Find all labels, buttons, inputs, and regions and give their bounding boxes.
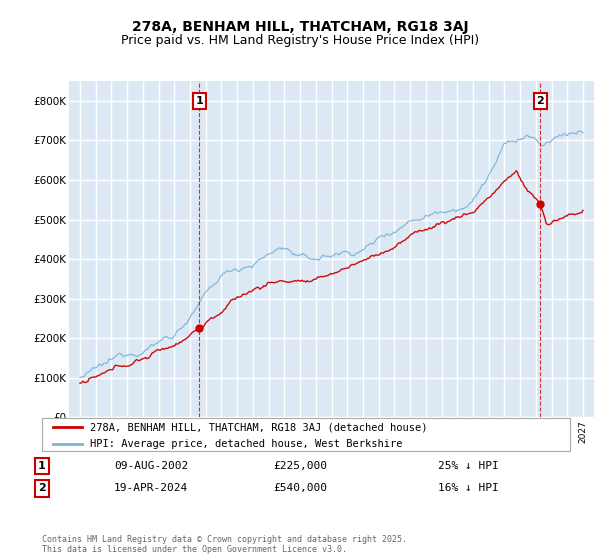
Text: 1: 1 <box>196 96 203 106</box>
Text: 2: 2 <box>38 483 46 493</box>
Text: 278A, BENHAM HILL, THATCHAM, RG18 3AJ (detached house): 278A, BENHAM HILL, THATCHAM, RG18 3AJ (d… <box>89 422 427 432</box>
Text: Contains HM Land Registry data © Crown copyright and database right 2025.
This d: Contains HM Land Registry data © Crown c… <box>42 535 407 554</box>
Text: 1: 1 <box>38 461 46 471</box>
Text: Price paid vs. HM Land Registry's House Price Index (HPI): Price paid vs. HM Land Registry's House … <box>121 34 479 46</box>
Text: 19-APR-2024: 19-APR-2024 <box>114 483 188 493</box>
Text: 09-AUG-2002: 09-AUG-2002 <box>114 461 188 471</box>
Text: HPI: Average price, detached house, West Berkshire: HPI: Average price, detached house, West… <box>89 438 402 449</box>
Text: 278A, BENHAM HILL, THATCHAM, RG18 3AJ: 278A, BENHAM HILL, THATCHAM, RG18 3AJ <box>131 20 469 34</box>
Text: 2: 2 <box>536 96 544 106</box>
Text: £540,000: £540,000 <box>273 483 327 493</box>
Text: £225,000: £225,000 <box>273 461 327 471</box>
FancyBboxPatch shape <box>42 418 570 451</box>
Text: 25% ↓ HPI: 25% ↓ HPI <box>438 461 499 471</box>
Text: 16% ↓ HPI: 16% ↓ HPI <box>438 483 499 493</box>
